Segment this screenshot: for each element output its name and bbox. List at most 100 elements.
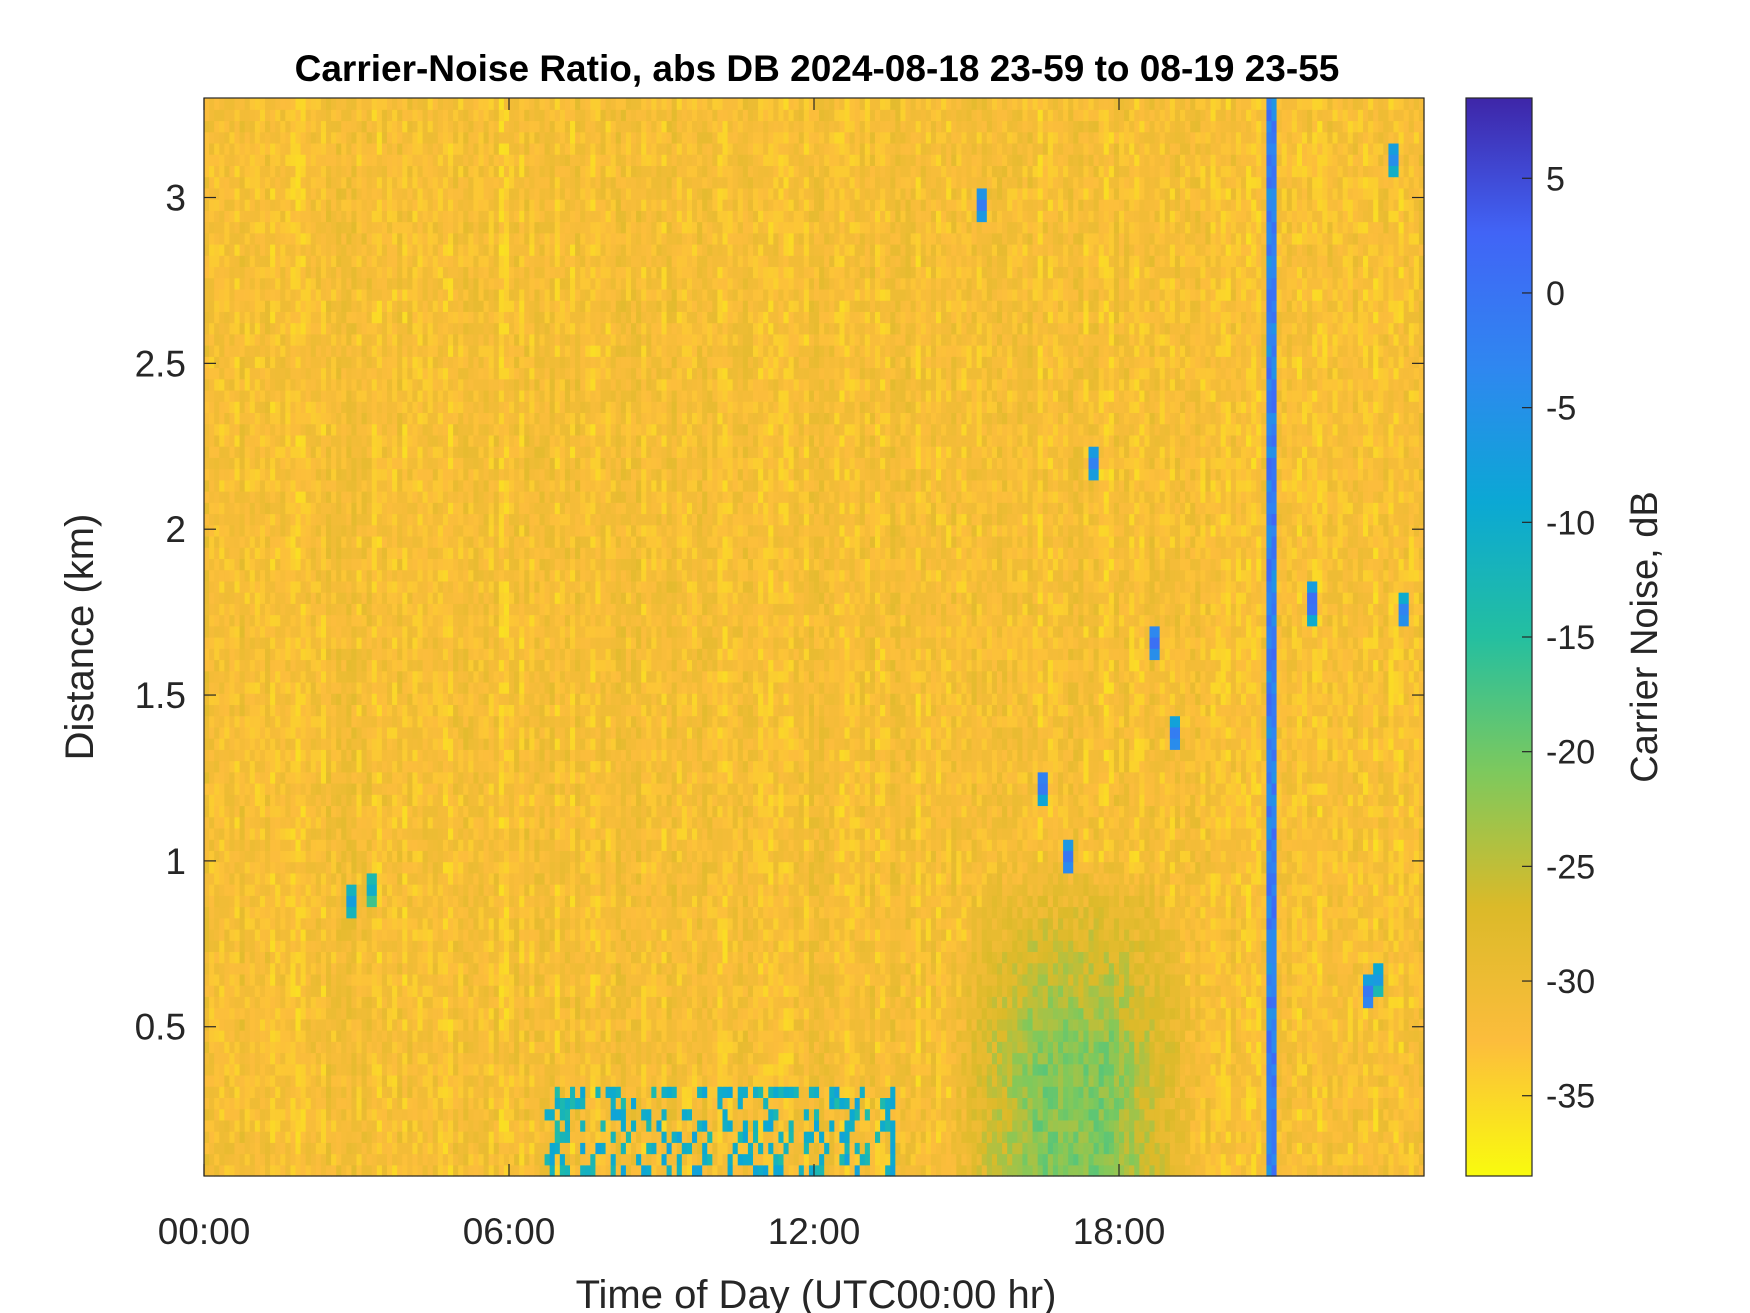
heat-cell xyxy=(854,1074,861,1087)
heat-cell xyxy=(219,985,225,997)
heat-cell xyxy=(788,1086,795,1098)
heat-cell xyxy=(930,1142,937,1155)
heat-cell xyxy=(453,1164,459,1177)
heat-cell xyxy=(280,1097,286,1110)
heat-cell xyxy=(1266,951,1273,964)
heat-cell xyxy=(1312,1074,1318,1087)
heat-cell xyxy=(722,1007,729,1020)
heat-cell xyxy=(320,1119,327,1132)
heat-cell xyxy=(625,1142,632,1155)
heat-cell xyxy=(1388,1041,1395,1054)
heat-cell xyxy=(1098,1108,1105,1121)
heat-cell xyxy=(1129,1007,1135,1020)
heat-cell xyxy=(407,996,414,1009)
heat-cell xyxy=(234,1052,241,1065)
heat-cell xyxy=(631,1086,637,1098)
heat-cell xyxy=(1144,951,1151,964)
heat-cell xyxy=(986,1030,993,1042)
heat-cell xyxy=(844,1030,851,1042)
heat-cell xyxy=(1078,1052,1085,1065)
heat-cell xyxy=(463,1131,469,1143)
heat-cell xyxy=(880,1119,886,1132)
heat-cell xyxy=(712,1164,719,1177)
heat-cell xyxy=(1180,1142,1186,1155)
heat-cell xyxy=(529,940,536,953)
heat-cell xyxy=(336,1097,342,1110)
heat-cell xyxy=(468,1018,475,1031)
heat-cell xyxy=(1205,951,1212,964)
heat-cell xyxy=(1180,1074,1186,1087)
heat-cell xyxy=(341,962,347,975)
heat-cell xyxy=(1322,1164,1329,1177)
heat-cell xyxy=(224,1086,231,1098)
heat-cell xyxy=(1164,1131,1171,1143)
heat-cell xyxy=(1312,962,1318,975)
heat-cell xyxy=(1332,1108,1339,1121)
heat-cell xyxy=(229,1018,236,1031)
heat-cell xyxy=(844,1041,851,1054)
heat-cell xyxy=(580,1086,586,1098)
heat-cell xyxy=(422,1131,429,1143)
heat-cell xyxy=(336,1142,342,1155)
heat-cell xyxy=(646,1131,652,1143)
heat-cell xyxy=(509,1153,515,1166)
heat-cell xyxy=(620,1153,627,1166)
heat-cell xyxy=(702,1086,708,1098)
heat-cell xyxy=(1368,973,1374,986)
heat-cell xyxy=(956,1007,963,1020)
heat-cell xyxy=(1063,1018,1069,1031)
heat-cell xyxy=(814,1119,820,1132)
heat-cell xyxy=(1332,973,1339,986)
heat-cell xyxy=(880,1052,886,1065)
heat-cell xyxy=(915,1086,922,1098)
heat-cell xyxy=(219,1108,225,1121)
heat-cell xyxy=(1047,940,1054,953)
heat-cell xyxy=(869,951,876,964)
heat-cell xyxy=(971,1119,978,1132)
heat-cell xyxy=(549,940,556,953)
heat-cell xyxy=(1337,1108,1344,1121)
heat-cell xyxy=(361,1018,368,1031)
heat-cell xyxy=(1002,1086,1008,1098)
heat-cell xyxy=(1388,1097,1395,1110)
heat-cell xyxy=(209,996,215,1009)
heat-cell xyxy=(1052,1097,1059,1110)
heat-cell xyxy=(300,940,307,953)
heat-cell xyxy=(864,1052,871,1065)
heat-cell xyxy=(1241,1164,1247,1177)
heat-cell xyxy=(478,1142,485,1155)
heat-cell xyxy=(1124,1063,1130,1076)
heat-cell xyxy=(1047,996,1054,1009)
heat-cell xyxy=(366,1052,373,1065)
heat-cell xyxy=(204,1018,210,1031)
heat-cell xyxy=(1418,996,1425,1009)
heat-cell xyxy=(529,973,536,986)
heat-cell xyxy=(473,940,480,953)
heat-cell xyxy=(346,940,353,953)
heat-cell xyxy=(1205,1074,1212,1087)
heat-cell xyxy=(1256,1119,1262,1132)
heat-cell xyxy=(407,985,414,997)
heat-cell xyxy=(1154,1018,1161,1031)
heat-cell xyxy=(1093,1108,1100,1121)
heat-cell xyxy=(915,985,922,997)
heat-cell xyxy=(829,1142,835,1155)
heat-cell xyxy=(381,1131,388,1143)
heat-cell xyxy=(295,985,302,997)
heat-cell xyxy=(910,1018,917,1031)
heat-cell xyxy=(1113,1119,1120,1132)
heat-cell xyxy=(1047,962,1054,975)
heat-cell xyxy=(412,1007,419,1020)
heat-cell xyxy=(554,996,561,1009)
heat-cell xyxy=(712,1097,719,1110)
heat-cell xyxy=(610,973,617,986)
heat-cell xyxy=(1261,1086,1268,1098)
heat-cell xyxy=(356,1030,363,1042)
heat-cell xyxy=(524,1097,530,1110)
heat-cell xyxy=(493,973,500,986)
heat-cell xyxy=(290,940,297,953)
heat-cell xyxy=(1058,1063,1064,1076)
heat-cell xyxy=(803,951,810,964)
heat-cell xyxy=(1393,1097,1400,1110)
heat-cell xyxy=(514,1052,520,1065)
